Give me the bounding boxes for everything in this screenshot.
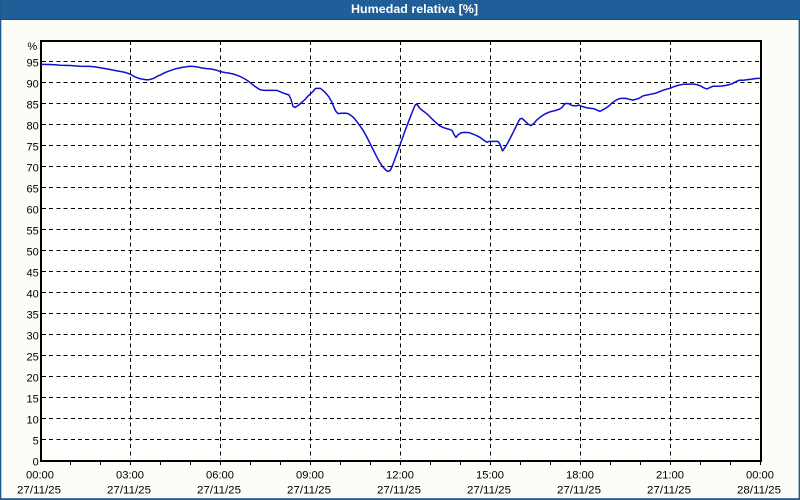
svg-text:80: 80 [27,120,39,132]
svg-text:30: 30 [27,330,39,342]
svg-text:15: 15 [27,393,39,405]
svg-text:0: 0 [33,456,39,468]
svg-text:27/11/25: 27/11/25 [557,485,601,497]
svg-text:%: % [27,41,37,53]
svg-text:27/11/25: 27/11/25 [197,485,241,497]
svg-text:50: 50 [27,246,39,258]
svg-text:85: 85 [27,99,39,111]
svg-text:20: 20 [27,372,39,384]
svg-text:75: 75 [27,141,39,153]
svg-text:65: 65 [27,183,39,195]
svg-text:40: 40 [27,288,39,300]
svg-text:09:00: 09:00 [296,470,324,482]
svg-text:55: 55 [27,225,39,237]
svg-text:12:00: 12:00 [386,470,414,482]
svg-text:21:00: 21:00 [656,470,684,482]
svg-text:27/11/25: 27/11/25 [17,485,61,497]
svg-text:35: 35 [27,309,39,321]
svg-text:27/11/25: 27/11/25 [377,485,421,497]
svg-text:25: 25 [27,351,39,363]
svg-text:00:00: 00:00 [26,470,54,482]
svg-text:18:00: 18:00 [566,470,594,482]
svg-text:00:00: 00:00 [746,470,774,482]
svg-text:5: 5 [33,435,39,447]
svg-text:95: 95 [27,57,39,69]
svg-text:27/11/25: 27/11/25 [647,485,691,497]
svg-text:27/11/25: 27/11/25 [467,485,511,497]
svg-text:06:00: 06:00 [206,470,234,482]
svg-text:15:00: 15:00 [476,470,504,482]
svg-text:45: 45 [27,267,39,279]
svg-text:10: 10 [27,414,39,426]
svg-text:27/11/25: 27/11/25 [107,485,151,497]
svg-text:60: 60 [27,204,39,216]
svg-text:28/11/25: 28/11/25 [737,485,781,497]
svg-text:03:00: 03:00 [116,470,144,482]
svg-text:90: 90 [27,78,39,90]
svg-text:70: 70 [27,162,39,174]
svg-text:27/11/25: 27/11/25 [287,485,331,497]
svg-text:Humedad relativa [%]: Humedad relativa [%] [351,2,478,16]
